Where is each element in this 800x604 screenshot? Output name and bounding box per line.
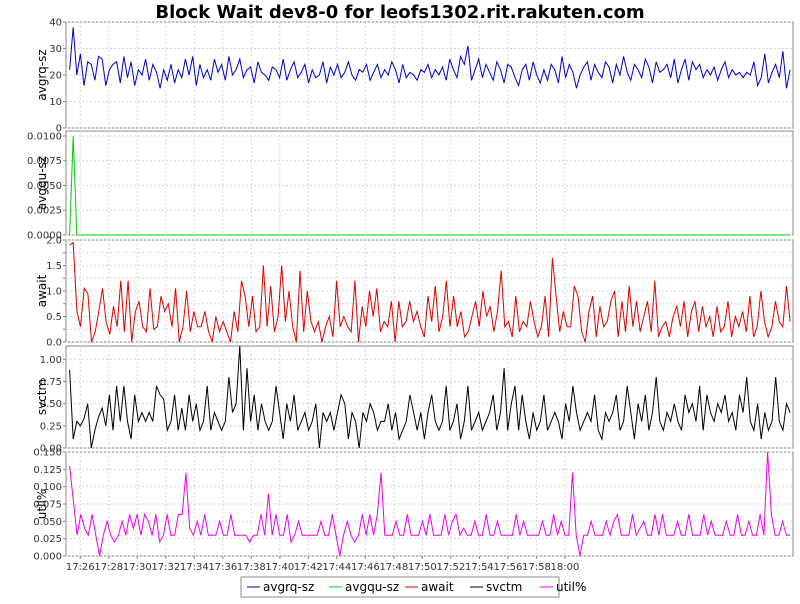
- y-tick-label: 1.5: [46, 261, 62, 272]
- x-tick-label: 17:38: [237, 562, 266, 573]
- series-line-util%: [69, 451, 791, 557]
- y-tick-label: 0.00: [40, 444, 62, 455]
- chart-title: Block Wait dev8-0 for leofs1302.rit.raku…: [155, 2, 644, 23]
- x-tick-label: 17:44: [322, 562, 351, 573]
- panel-avgqu-sz: 0.0000 0.0025 0.0050 0.0075 0.0100 avgqu-sz: [27, 130, 794, 242]
- panel-avgrq-sz: 0 10 20 30 40 avgrq-sz: [35, 18, 794, 135]
- y-tick-label: 0.075: [33, 500, 62, 511]
- legend-label: avgqu-sz: [345, 580, 399, 594]
- x-tick-label: 17:54: [465, 562, 494, 573]
- series-line-await: [69, 241, 791, 343]
- x-tick-label: 17:40: [265, 562, 294, 573]
- plot-area: [65, 130, 794, 236]
- x-tick-label: 17:36: [208, 562, 237, 573]
- y-tick-label: 0.5: [46, 312, 62, 323]
- x-tick-label: 17:32: [151, 562, 180, 573]
- x-tick-label: 17:26: [66, 562, 95, 573]
- panel-util%: 0.000 0.025 0.050 0.075 0.100 0.125 0.150 util%: [33, 448, 794, 563]
- y-tick-label: 0.0100: [27, 131, 62, 142]
- x-tick-label: 17:56: [493, 562, 522, 573]
- y-tick-label: 0.050: [33, 517, 62, 528]
- legend-label: await: [421, 580, 454, 594]
- y-tick-label: 0: [56, 124, 62, 135]
- y-tick-label: 1.0: [46, 287, 62, 298]
- y-axis-label: avgqu-sz: [35, 156, 49, 210]
- y-tick-label: 0.125: [33, 465, 62, 476]
- y-tick-label: 0.50: [40, 399, 62, 410]
- y-tick-label: 1.00: [40, 355, 62, 366]
- y-tick-label: 0.0050: [27, 181, 62, 192]
- plot-area: [65, 345, 794, 449]
- series-line-avgqu-sz: [69, 135, 791, 236]
- x-tick-label: 17:30: [123, 562, 152, 573]
- y-axis-label: svctm: [35, 379, 49, 415]
- x-tick-label: 17:48: [379, 562, 408, 573]
- y-tick-label: 0.150: [33, 448, 62, 459]
- y-axis-label: avgrq-sz: [35, 49, 49, 100]
- y-tick-label: 10: [49, 97, 62, 108]
- y-tick-label: 0.0000: [27, 231, 62, 242]
- y-tick-label: 0.0: [46, 338, 62, 349]
- x-tick-label: 17:42: [294, 562, 323, 573]
- legend: avgrq-sz avgqu-sz await svctm util%: [240, 576, 586, 598]
- x-tick-label: 17:50: [408, 562, 437, 573]
- legend-item: avgrq-sz: [247, 580, 314, 594]
- y-tick-label: 0.25: [40, 421, 62, 432]
- legend-item: svctm: [470, 580, 522, 594]
- x-tick-label: 17:46: [351, 562, 380, 573]
- legend-label: svctm: [486, 580, 522, 594]
- x-tick-label: 17:52: [436, 562, 465, 573]
- y-tick-label: 40: [49, 18, 62, 29]
- x-tick-label: 17:58: [522, 562, 551, 573]
- legend-label: util%: [556, 580, 586, 594]
- y-tick-label: 20: [49, 71, 62, 82]
- x-tick-label: 18:00: [551, 562, 580, 573]
- legend-label: avgrq-sz: [263, 580, 314, 594]
- y-tick-label: 2.0: [46, 236, 62, 247]
- series-line-avgrq-sz: [69, 27, 791, 89]
- panel-await: 0.0 0.5 1.0 1.5 2.0 await: [35, 236, 794, 349]
- legend-box: [240, 576, 560, 598]
- y-tick-label: 0.100: [33, 482, 62, 493]
- panel-svctm: 0.00 0.25 0.50 0.75 1.00 svctm: [35, 345, 794, 455]
- legend-item: await: [405, 580, 454, 594]
- y-tick-label: 0.0075: [27, 156, 62, 167]
- y-tick-label: 0.0025: [27, 206, 62, 217]
- y-tick-label: 0.75: [40, 377, 62, 388]
- y-axis-label: await: [35, 274, 49, 307]
- legend-item: util%: [540, 580, 586, 594]
- y-axis-label: util%: [35, 489, 49, 519]
- legend-item: avgqu-sz: [329, 580, 399, 594]
- y-tick-label: 30: [49, 44, 62, 55]
- x-axis: 17:26 17:28 17:30 17:32 17:34 17:36 17:38 17:40…: [66, 556, 579, 573]
- x-tick-label: 17:34: [180, 562, 209, 573]
- x-tick-label: 17:28: [94, 562, 123, 573]
- series-line-svctm: [69, 345, 791, 449]
- y-tick-label: 0.025: [33, 534, 62, 545]
- panels: 0 10 20 30 40 avgrq-sz 0.0000 0.0025 0.0050 0.007…: [27, 18, 794, 563]
- y-tick-label: 0.000: [33, 552, 62, 563]
